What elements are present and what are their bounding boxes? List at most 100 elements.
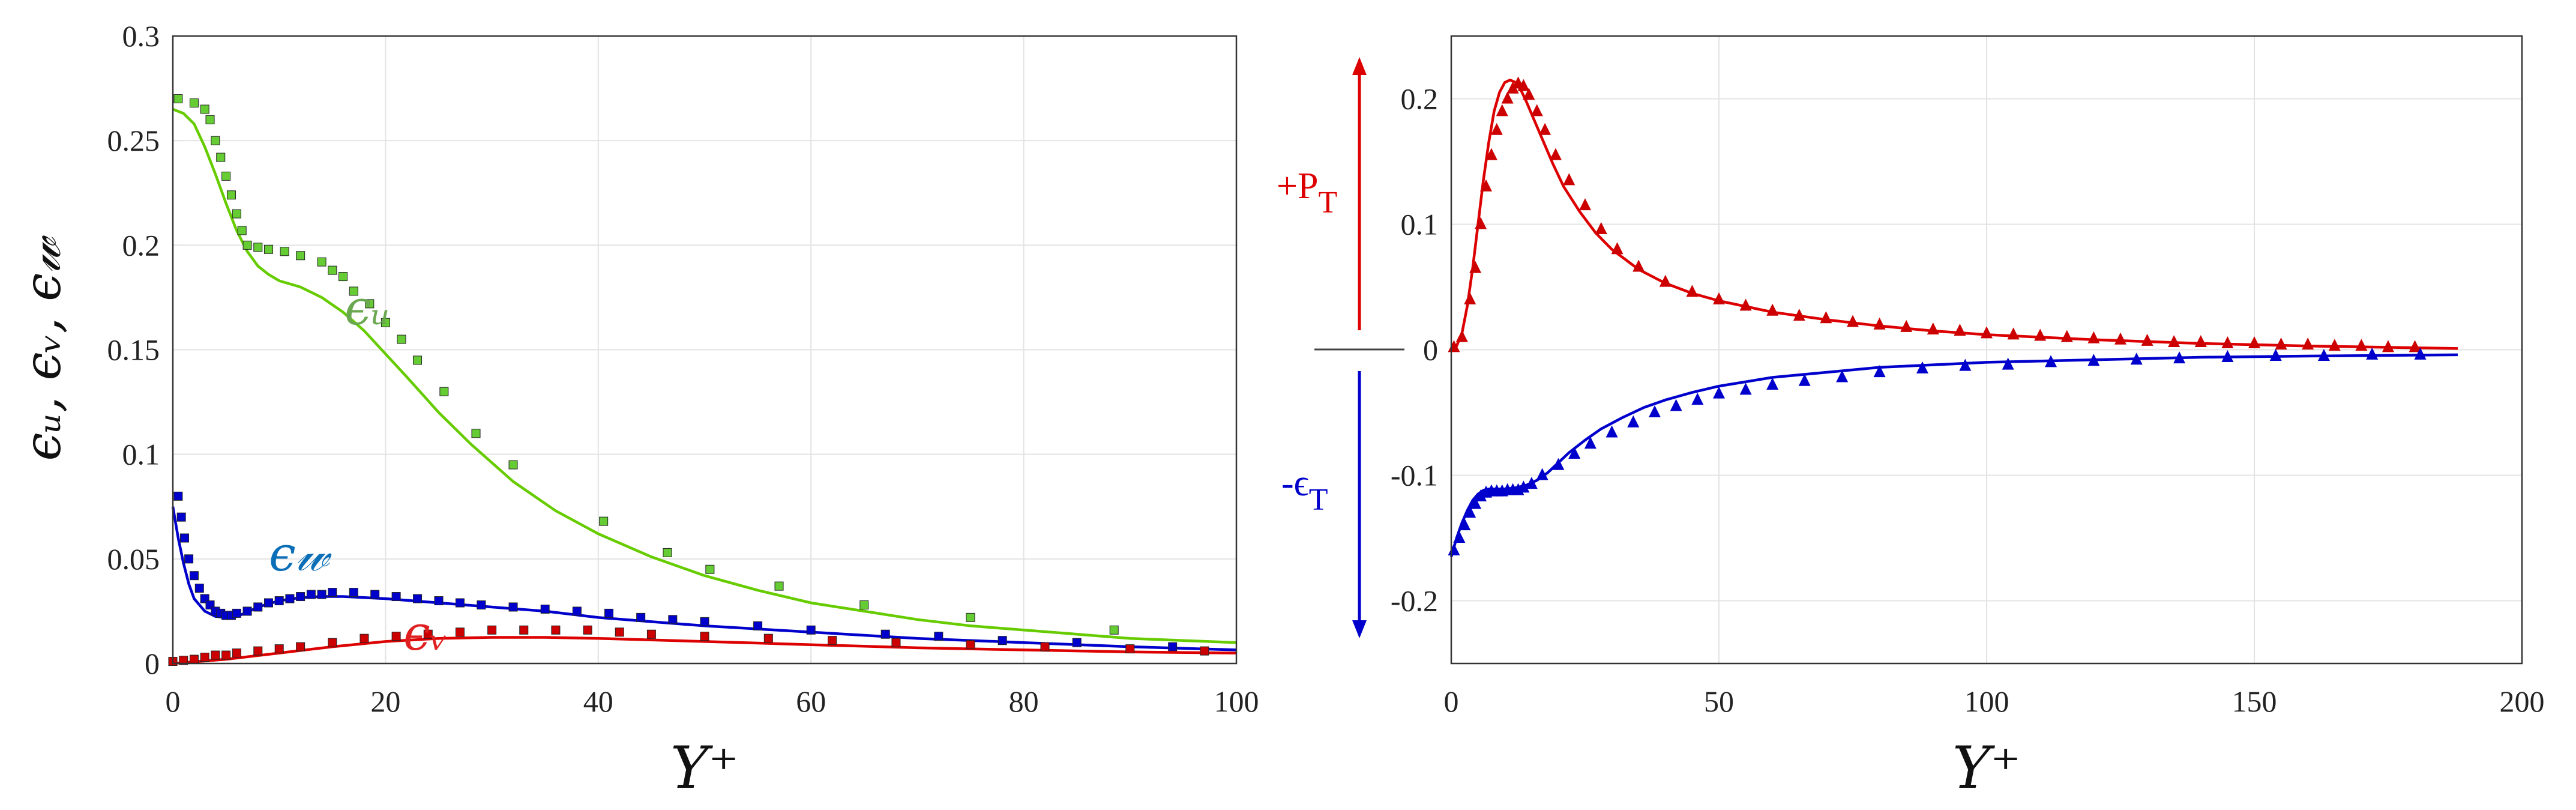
y-tick-label: 0.25 [107,124,160,157]
data-point [2173,351,2186,364]
data-point [1766,378,1779,390]
series-3 [173,491,1178,651]
data-point [615,627,624,637]
data-point [828,636,837,645]
data-point [211,136,220,145]
data-point [1485,148,1497,160]
data-point [1793,309,1805,321]
data-point [1549,148,1562,160]
data-point [2355,339,2368,351]
data-point [891,638,901,647]
data-point [700,617,709,626]
data-point [189,654,199,664]
data-point [1836,370,1849,382]
data-point [2248,336,2260,349]
data-point [753,621,763,630]
data-point [1469,261,1482,273]
annotation-dissipation: -ϵT [1281,463,1328,517]
x-tick-label: 50 [1704,685,1734,718]
data-point [253,646,263,656]
x-tick-label: 200 [2500,685,2545,718]
data-point [471,429,481,438]
data-point [2328,339,2341,351]
right-series [1448,76,2458,558]
data-point [211,650,220,660]
x-tick-label: 150 [2232,685,2277,718]
data-point [2114,332,2126,345]
series-3 [1448,347,2427,555]
series-0 [1450,78,2458,351]
data-point [646,629,656,639]
data-point [200,653,209,662]
data-point [2221,336,2234,349]
annotation-eps-u: ϵᵤ [345,280,391,336]
data-point [2269,348,2282,361]
data-point [221,171,231,181]
right-gridlines [1451,36,2523,663]
data-point [423,629,433,639]
data-point [2007,327,2020,340]
data-point [381,318,390,327]
data-point [434,596,444,605]
data-point [205,115,215,124]
data-point [1517,480,1530,493]
y-tick-label: -0.1 [1391,459,1438,492]
y-tick-label: 0.2 [122,228,160,262]
data-point [1125,644,1135,654]
data-point [2141,333,2153,346]
data-point [934,632,943,641]
data-point [200,104,209,114]
data-point [296,642,305,651]
data-point [2087,331,2100,343]
series-0 [172,107,1237,644]
data-point [328,265,337,275]
x-tick-label: 100 [1214,685,1259,718]
y-tick-label: 0 [1423,333,1438,367]
data-point [189,571,199,581]
data-point [2302,337,2314,350]
data-point [349,286,358,296]
y-tick-label: 0.2 [1401,82,1439,116]
data-point [477,600,486,609]
dissipation-arrow [1352,371,1367,638]
data-point [1584,437,1596,449]
data-point [439,387,449,396]
right-plot-frame [1450,35,2523,665]
data-point [1490,122,1503,135]
data-point [232,209,241,219]
annotation-eps-v: ϵᵥ [403,605,448,661]
data-point [998,636,1007,645]
data-point [2130,352,2143,365]
data-point [221,650,231,660]
data-point [1475,217,1487,229]
data-point [173,491,183,501]
data-point [306,590,316,599]
y-tick-label: 0.1 [122,438,160,471]
data-point [194,584,204,593]
data-point [2366,347,2379,360]
y-tick-label: 0.1 [1401,208,1439,241]
y-tick-label: 0.3 [122,19,160,53]
data-point [1900,319,1913,332]
data-point [274,644,284,654]
data-point [1713,386,1725,399]
left-y-axis-label: ϵᵤ, ϵᵥ, ϵ𝓌 [13,235,72,461]
y-tick-label: -0.2 [1391,584,1438,618]
data-point [1525,477,1538,489]
data-point [1686,285,1699,297]
data-point [1595,222,1607,234]
data-point [806,625,816,635]
y-tick-label: 0 [145,647,160,680]
data-point [1633,259,1645,272]
data-point [280,247,289,256]
data-point [2168,334,2180,347]
right-y-tick-labels: -0.2 -0.1 0 0.1 0.2 [1391,82,1438,618]
data-point [1109,625,1119,635]
data-point [226,190,236,200]
data-point [1739,382,1752,395]
data-point [763,633,773,643]
series-line [172,107,1237,644]
data-point [1954,324,1966,336]
data-point [365,299,375,309]
data-point [232,648,241,658]
